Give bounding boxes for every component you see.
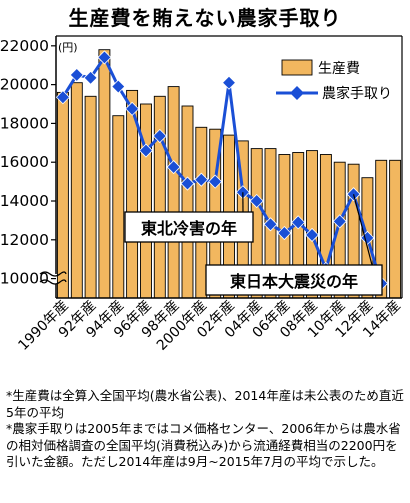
marker-farmer-income <box>125 101 140 116</box>
line-farmer-income <box>61 56 383 284</box>
y-tick-label: 18000 <box>0 114 49 132</box>
bar-production-cost <box>84 95 97 299</box>
marker-farmer-income <box>332 214 347 229</box>
bar-production-cost <box>167 86 180 299</box>
marker-farmer-income <box>69 67 84 82</box>
marker-farmer-income <box>208 174 223 189</box>
y-tick-label: 10000 <box>0 270 49 288</box>
legend-label-farmer-income: 農家手取り <box>322 85 392 102</box>
annotation-box <box>205 264 383 296</box>
legend-swatch-production-cost <box>281 59 313 76</box>
footnote-farmer-income: *農家手取りは2005年まではコメ価格センター、2006年からは農水省の相対価格… <box>6 421 401 469</box>
marker-farmer-income <box>152 128 167 144</box>
legend-marker-farmer-income <box>290 86 304 100</box>
y-tick-label: 20000 <box>0 76 49 94</box>
marker-farmer-income <box>55 90 70 105</box>
marker-farmer-income <box>263 217 278 232</box>
bar-production-cost <box>140 103 152 299</box>
axis-break-mark <box>39 279 67 285</box>
marker-farmer-income <box>249 193 264 209</box>
marker-farmer-income <box>221 75 237 90</box>
chart-title: 生産費を賄えない農家手取り <box>68 6 342 30</box>
annotation-tohoku-cold: 東北冷害の年 <box>124 192 254 243</box>
y-unit-label: (円) <box>58 41 78 54</box>
marker-farmer-income <box>180 176 195 191</box>
y-tick-label: 12000 <box>0 231 49 249</box>
marker-farmer-income <box>304 227 320 243</box>
footnote-production-cost: *生産費は全算入全国平均(農水省公表)、2014年産は未公表のため直近5年の平均 <box>6 388 404 420</box>
y-tick-label: 22000 <box>0 37 49 55</box>
annotation-text: 東日本大震災の年 <box>230 272 358 291</box>
annotation-box <box>124 211 254 243</box>
annotation-pointer <box>352 194 373 266</box>
annotation-great-east-japan-earthquake: 東日本大震災の年 <box>205 194 383 296</box>
legend-label-production-cost: 生産費 <box>318 61 360 77</box>
marker-farmer-income <box>83 70 98 85</box>
bar-production-cost <box>112 115 125 299</box>
bar-production-cost <box>389 159 402 299</box>
marker-farmer-income <box>166 159 181 175</box>
bar-production-cost <box>70 82 83 299</box>
marker-farmer-income <box>277 225 292 241</box>
marker-farmer-income <box>194 172 209 187</box>
bar-production-cost <box>181 105 194 299</box>
bar-production-cost <box>98 49 111 299</box>
marker-farmer-income <box>291 215 306 230</box>
marker-farmer-income <box>346 187 361 202</box>
marker-farmer-income <box>97 50 112 65</box>
bar-production-cost <box>56 91 69 299</box>
y-tick-label: 16000 <box>0 153 49 171</box>
marker-farmer-income <box>138 143 154 158</box>
axis-break-mark <box>39 271 67 277</box>
bar-production-cost <box>153 95 166 299</box>
marker-farmer-income <box>111 79 126 94</box>
y-tick-label: 14000 <box>0 192 49 210</box>
annotation-text: 東北冷害の年 <box>141 219 237 238</box>
